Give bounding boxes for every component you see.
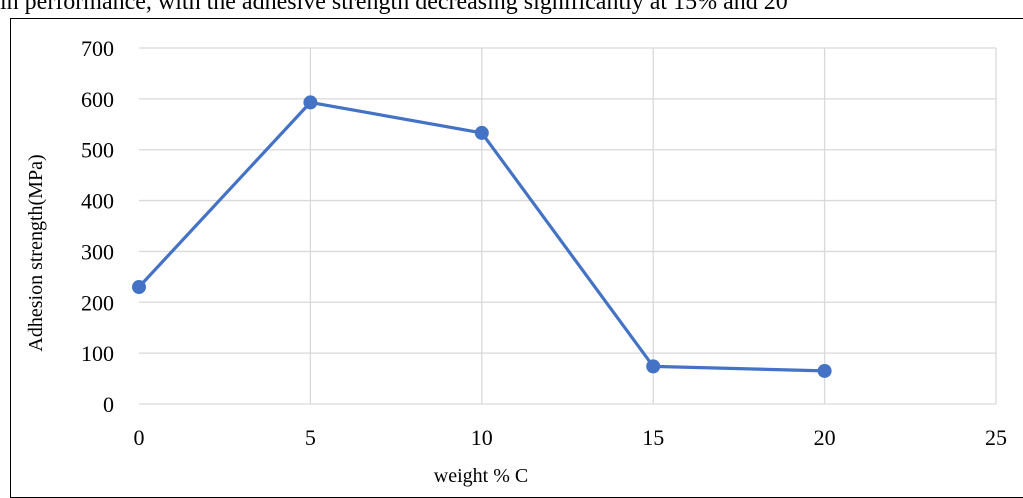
grid-layer bbox=[139, 47, 997, 405]
y-axis-label: Adhesion strength(MPa) bbox=[25, 154, 47, 351]
y-tick-label: 300 bbox=[81, 239, 114, 264]
data-point-marker bbox=[646, 359, 661, 374]
data-point-marker bbox=[132, 280, 146, 295]
adhesion-line-chart: 0 100 200 300 400 500 600 700 0 5 10 15 20 25 weight… bbox=[25, 36, 1008, 487]
data-point-marker bbox=[474, 125, 489, 140]
data-point-marker bbox=[303, 95, 318, 110]
x-axis-label: weight % C bbox=[434, 465, 528, 487]
x-tick-label: 15 bbox=[642, 425, 664, 450]
x-tick-label: 10 bbox=[471, 425, 493, 450]
x-tick-label: 20 bbox=[814, 425, 836, 450]
data-point-marker bbox=[817, 363, 832, 378]
y-tick-label: 100 bbox=[81, 341, 114, 366]
x-tick-labels: 0 5 10 15 20 25 bbox=[134, 425, 1008, 450]
y-tick-labels: 0 100 200 300 400 500 600 700 bbox=[81, 36, 114, 417]
page-caption-text: in performance, with the adhesive streng… bbox=[0, 0, 788, 15]
x-tick-label: 25 bbox=[985, 425, 1007, 450]
x-tick-label: 0 bbox=[134, 425, 145, 450]
x-tick-label: 5 bbox=[305, 425, 316, 450]
y-tick-label: 0 bbox=[103, 392, 114, 417]
y-tick-label: 700 bbox=[81, 36, 114, 61]
series-layer bbox=[132, 95, 832, 378]
y-tick-label: 200 bbox=[81, 290, 114, 315]
y-tick-label: 600 bbox=[81, 87, 114, 112]
y-tick-label: 500 bbox=[81, 138, 114, 163]
y-tick-label: 400 bbox=[81, 189, 114, 214]
